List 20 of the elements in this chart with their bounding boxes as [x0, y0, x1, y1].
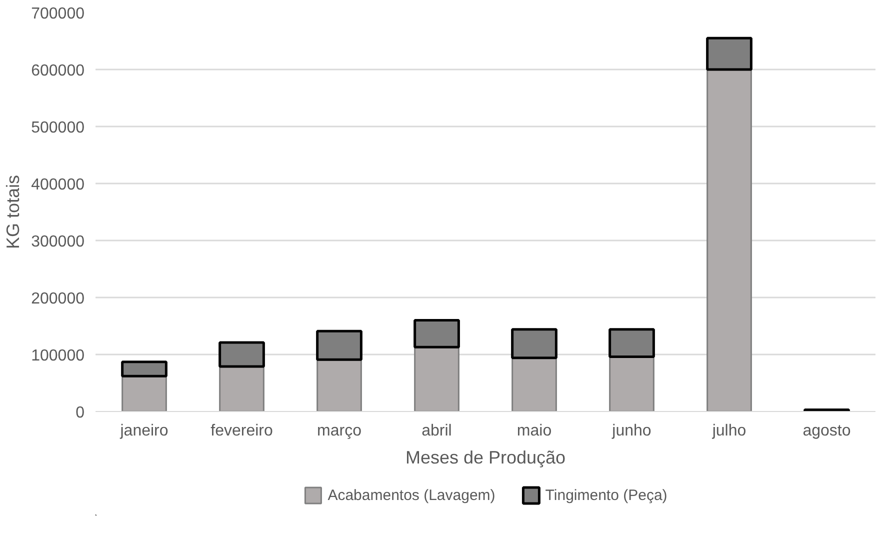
- y-tick-label: 200000: [31, 290, 85, 308]
- y-tick-label: 300000: [31, 234, 85, 250]
- x-tick-label: maio: [516, 422, 552, 440]
- y-tick-label: 100000: [31, 348, 85, 364]
- x-axis-title: Meses de Produção: [405, 448, 566, 468]
- x-tick-label: abril: [422, 422, 452, 440]
- y-tick-label: 400000: [31, 176, 85, 194]
- y-tick-label: 600000: [31, 62, 85, 80]
- legend-label: Tingimento (Peça): [545, 486, 668, 504]
- x-tick-label: março: [317, 422, 362, 440]
- y-tick-label: 500000: [31, 120, 85, 136]
- x-tick-label: janeiro: [119, 422, 168, 440]
- y-tick-label: 0: [76, 404, 85, 422]
- x-tick-label: junho: [611, 422, 652, 440]
- y-tick-label: 700000: [31, 6, 85, 22]
- x-tick-label: fevereiro: [210, 422, 273, 440]
- x-tick-label: julho: [711, 422, 746, 440]
- y-axis-title: KG totais: [3, 174, 24, 250]
- x-tick-label: agosto: [802, 422, 851, 440]
- legend-label: Acabamentos (Lavagem): [328, 486, 496, 504]
